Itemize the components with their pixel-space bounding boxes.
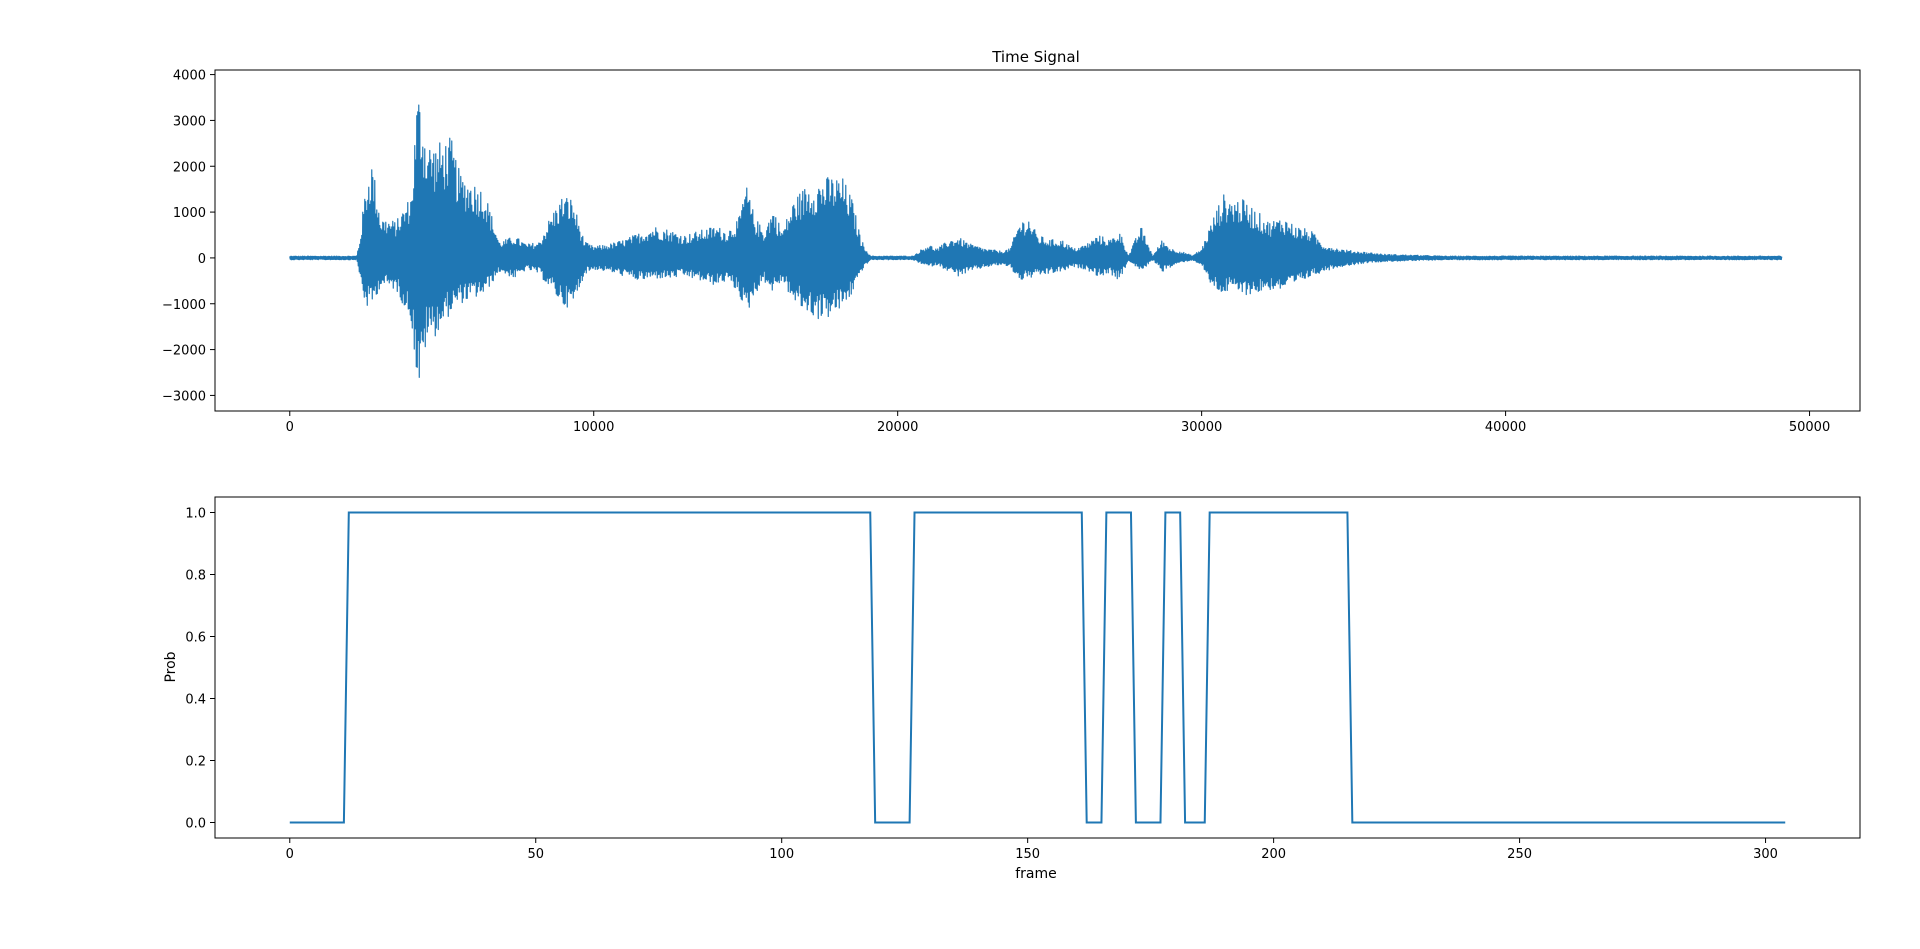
prob-x-tick-label: 150 [1015, 847, 1040, 862]
time-signal-plot-area [289, 104, 1783, 378]
prob-x-tick-label: 100 [769, 847, 794, 862]
prob-x-axis-label: frame [1015, 866, 1057, 882]
prob-x-tick-label: 200 [1261, 847, 1286, 862]
time-signal-x-tick-label: 10000 [573, 420, 614, 435]
time-signal-x-tick-label: 40000 [1485, 420, 1526, 435]
time-signal-y-ticks: −3000 −2000 −1000 0 1000 2000 3000 4000 [162, 69, 215, 404]
time-signal-x-tick-label: 50000 [1789, 420, 1830, 435]
prob-y-ticks: 0.0 0.2 0.4 0.6 0.8 1.0 [185, 507, 215, 832]
time-signal-x-tick-label: 30000 [1181, 420, 1222, 435]
prob-series-line [289, 511, 1786, 824]
time-signal-y-tick-label: 2000 [173, 160, 206, 175]
time-signal-y-tick-label: 0 [198, 252, 206, 267]
prob-axes: 0 50 100 150 200 250 300 0.0 0.2 0.4 0.6 0.8 1.0 fr… [163, 496, 1861, 882]
prob-y-tick-label: 1.0 [185, 507, 206, 522]
prob-x-tick-label: 50 [527, 847, 544, 862]
time-signal-y-tick-label: 1000 [173, 206, 206, 221]
time-signal-y-tick-label: −1000 [162, 298, 206, 313]
time-signal-waveform-line [289, 104, 1783, 378]
time-signal-x-tick-label: 0 [286, 420, 294, 435]
prob-y-axis-label: Prob [163, 651, 179, 682]
prob-x-tick-label: 0 [286, 847, 294, 862]
prob-x-tick-label: 300 [1753, 847, 1778, 862]
prob-y-tick-label: 0.0 [185, 817, 206, 832]
prob-frame [214, 496, 1861, 839]
time-signal-y-tick-label: −3000 [162, 389, 206, 404]
prob-y-tick-label: 0.2 [185, 755, 206, 770]
time-signal-x-tick-label: 20000 [877, 420, 918, 435]
time-signal-frame [214, 69, 1861, 412]
time-signal-title: Time Signal [991, 48, 1080, 66]
prob-x-tick-label: 250 [1507, 847, 1532, 862]
prob-y-tick-label: 0.8 [185, 569, 206, 584]
time-signal-y-tick-label: 3000 [173, 114, 206, 129]
time-signal-y-tick-label: 4000 [173, 69, 206, 84]
prob-y-tick-label: 0.4 [185, 693, 206, 708]
time-signal-x-ticks: 0 10000 20000 30000 40000 50000 [286, 411, 1830, 435]
prob-x-ticks: 0 50 100 150 200 250 300 [286, 838, 1778, 862]
prob-plot-area [289, 511, 1786, 824]
time-signal-axes: Time Signal 0 10000 20000 30000 40000 50000 −… [162, 48, 1861, 435]
prob-y-tick-label: 0.6 [185, 631, 206, 646]
time-signal-y-tick-label: −2000 [162, 344, 206, 359]
